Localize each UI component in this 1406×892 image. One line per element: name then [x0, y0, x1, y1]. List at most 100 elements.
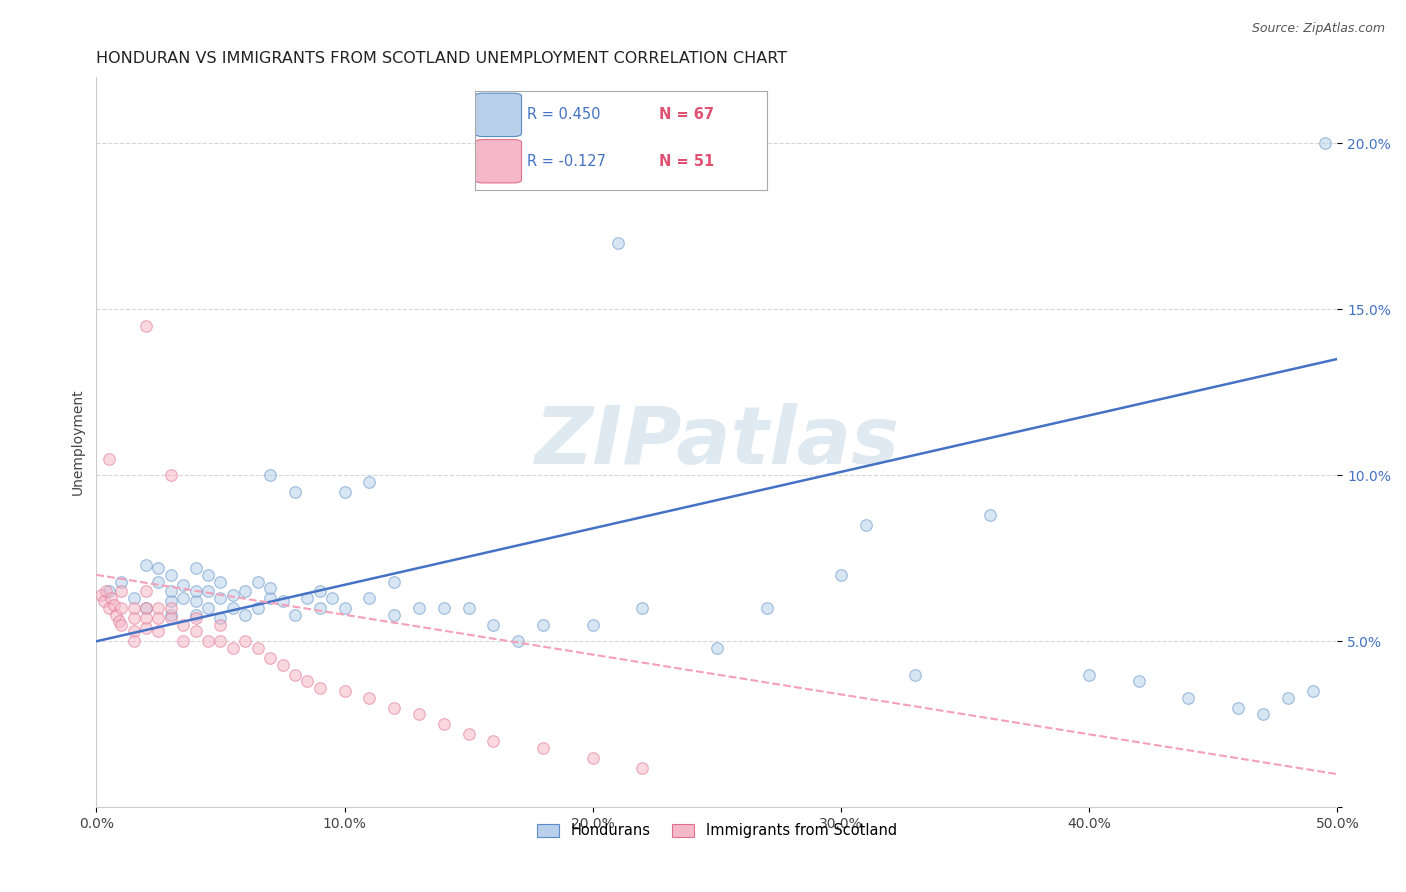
Point	[233, 584, 256, 599]
Point	[382, 700, 405, 714]
Point	[433, 717, 456, 731]
Point	[359, 690, 381, 705]
Point	[457, 601, 479, 615]
Point	[122, 634, 145, 648]
Point	[482, 617, 505, 632]
Point	[222, 588, 245, 602]
Point	[100, 591, 122, 606]
Point	[159, 567, 181, 582]
Point	[246, 574, 269, 589]
Point	[979, 508, 1001, 522]
Point	[631, 601, 654, 615]
Point	[122, 601, 145, 615]
Point	[135, 584, 157, 599]
Point	[172, 634, 194, 648]
Point	[457, 727, 479, 741]
Point	[209, 591, 232, 606]
Point	[148, 601, 170, 615]
Point	[110, 601, 132, 615]
Point	[97, 451, 120, 466]
Point	[582, 750, 605, 764]
Point	[1177, 690, 1199, 705]
Point	[1251, 707, 1274, 722]
Point	[222, 601, 245, 615]
Point	[172, 591, 194, 606]
Point	[259, 591, 281, 606]
Point	[308, 584, 330, 599]
Point	[904, 667, 927, 681]
Point	[159, 607, 181, 622]
Point	[110, 574, 132, 589]
Point	[135, 611, 157, 625]
Point	[246, 640, 269, 655]
Point	[855, 518, 877, 533]
Point	[135, 318, 157, 333]
Point	[333, 601, 356, 615]
Point	[184, 584, 207, 599]
Point	[408, 707, 430, 722]
Point	[184, 624, 207, 639]
Point	[209, 574, 232, 589]
Point	[209, 634, 232, 648]
Point	[1302, 684, 1324, 698]
Point	[135, 601, 157, 615]
Point	[197, 584, 219, 599]
Point	[233, 607, 256, 622]
Point	[209, 617, 232, 632]
Point	[308, 681, 330, 695]
Point	[148, 574, 170, 589]
Point	[222, 640, 245, 655]
Point	[97, 584, 120, 599]
Point	[271, 657, 294, 672]
Legend: Hondurans, Immigrants from Scotland: Hondurans, Immigrants from Scotland	[531, 817, 903, 844]
Point	[284, 484, 307, 499]
Point	[259, 651, 281, 665]
Point	[197, 567, 219, 582]
Point	[159, 584, 181, 599]
Point	[830, 567, 852, 582]
Point	[333, 684, 356, 698]
Point	[755, 601, 778, 615]
Point	[159, 611, 181, 625]
Point	[246, 601, 269, 615]
Point	[631, 760, 654, 774]
Point	[297, 591, 319, 606]
Point	[184, 561, 207, 575]
Point	[606, 235, 628, 250]
Point	[259, 468, 281, 483]
Text: HONDURAN VS IMMIGRANTS FROM SCOTLAND UNEMPLOYMENT CORRELATION CHART: HONDURAN VS IMMIGRANTS FROM SCOTLAND UNE…	[97, 51, 787, 66]
Point	[172, 578, 194, 592]
Point	[508, 634, 530, 648]
Point	[233, 634, 256, 648]
Point	[321, 591, 343, 606]
Point	[271, 594, 294, 608]
Point	[148, 561, 170, 575]
Point	[122, 591, 145, 606]
Point	[209, 611, 232, 625]
Point	[184, 607, 207, 622]
Point	[103, 598, 125, 612]
Point	[259, 581, 281, 595]
Point	[159, 468, 181, 483]
Point	[107, 615, 129, 629]
Point	[197, 601, 219, 615]
Point	[96, 584, 118, 599]
Point	[184, 611, 207, 625]
Point	[110, 617, 132, 632]
Point	[531, 740, 554, 755]
Point	[433, 601, 456, 615]
Point	[148, 611, 170, 625]
Point	[308, 601, 330, 615]
Point	[284, 607, 307, 622]
Point	[105, 607, 128, 622]
Point	[197, 634, 219, 648]
Point	[1078, 667, 1101, 681]
Point	[1227, 700, 1250, 714]
Point	[531, 617, 554, 632]
Point	[122, 611, 145, 625]
Point	[582, 617, 605, 632]
Point	[172, 617, 194, 632]
Point	[706, 640, 728, 655]
Text: ZIPatlas: ZIPatlas	[534, 403, 900, 481]
Point	[93, 594, 115, 608]
